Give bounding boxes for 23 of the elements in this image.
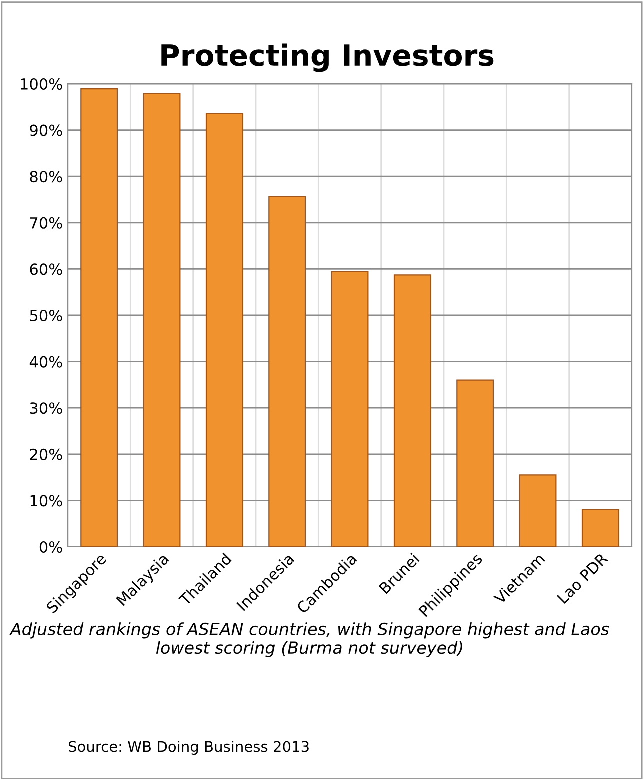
- y-tick-label: 60%: [30, 264, 62, 276]
- text: Adjusted rankings of ASEAN countries, with Singapore highest and Laos lowest scoring (Burma not surveyed): [10, 622, 610, 658]
- y-tick-label: 90%: [30, 124, 62, 136]
- y-tick-label: 70%: [30, 217, 62, 229]
- y-tick-label: 100%: [21, 78, 62, 90]
- y-tick-label: 0%: [40, 541, 62, 554]
- bar: [206, 113, 244, 547]
- bar: [519, 474, 557, 547]
- bar: [268, 196, 306, 547]
- y-tick-label: 40%: [30, 356, 62, 368]
- y-tick-label: 80%: [30, 171, 62, 183]
- bar: [582, 509, 620, 547]
- bar: [143, 93, 181, 547]
- bar: [456, 380, 494, 547]
- y-tick-label: 50%: [30, 310, 62, 322]
- chart-title: Protecting Investors: [162, 44, 494, 72]
- bar: [394, 274, 432, 547]
- bar: [80, 88, 118, 547]
- y-tick-label: 10%: [30, 495, 62, 507]
- y-tick-label: 20%: [30, 448, 62, 460]
- y-tick-label: 30%: [30, 402, 62, 414]
- source-note: Source: WB Doing Business 2013: [68, 740, 309, 756]
- bar: [331, 271, 369, 547]
